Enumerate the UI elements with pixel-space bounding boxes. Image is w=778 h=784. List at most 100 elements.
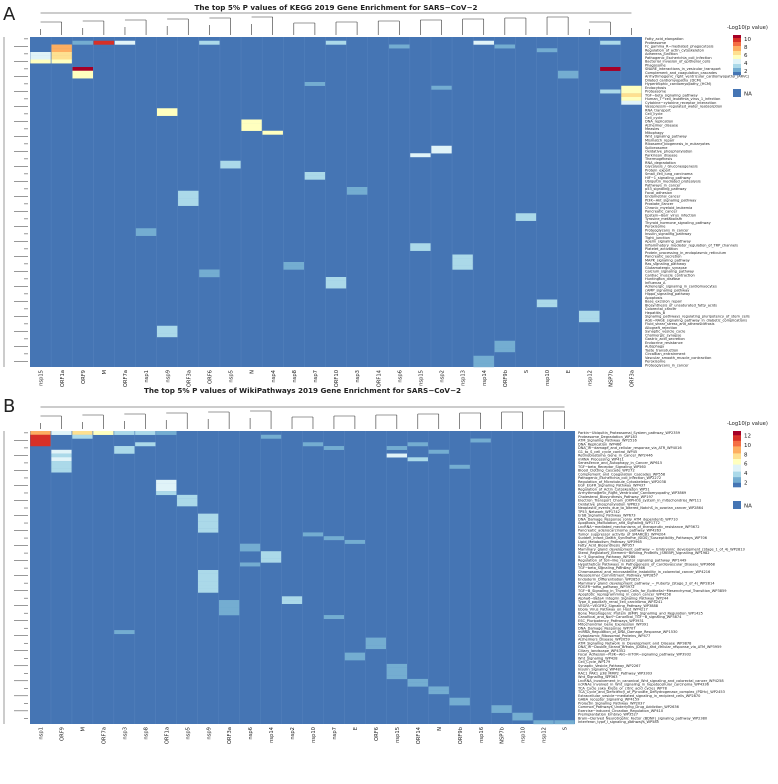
column-label: S [563,727,569,730]
row-label: Mesodermal_Commitment_Pathway_WP2857 [578,574,658,578]
legend-gradient-step [733,52,741,54]
row-label: TGF−beta_Receptor_Signaling_WP560 [577,465,647,469]
row-label: DNA_IR−Double_Strand_Breaks_(DSBs)_and_c… [578,645,722,649]
heatmap-cell [344,652,366,657]
row-label: TP53_Network_WP1742 [577,510,620,514]
legend-gradient-step [733,466,741,468]
row-labels: Parkin−Ubiquitin_Proteasomal_System_path… [577,431,745,724]
legend-tick: 8 [744,452,748,458]
row-label: Alpha6−Beta4_Integrin_Signaling_Pathway_… [578,596,669,600]
legend-gradient-step [733,475,741,478]
heatmap-cell [156,329,178,334]
heatmap-cell [199,40,220,45]
heatmap-cell [452,265,473,270]
row-label: ATM_Signaling_Network_in_Development_and… [578,641,692,645]
row-label: Sterol_Regulatory_Element−Binding_Protei… [578,551,710,555]
heatmap-cell [178,194,199,199]
heatmap-cell [93,37,115,41]
row-label: Arrhythmogenic_right_ventricular_cardiom… [645,75,750,79]
row-label: TCA_Cycle_and_Deficiency_of_Pyruvate_Deh… [577,690,725,694]
row-label: Oxidative_phosphorylation_WP623 [578,502,640,506]
column-label: NSP7b [608,369,614,387]
heatmap-cell [51,52,72,56]
heatmap-cell [156,333,178,338]
row-label: Electron_Transport_Chain_(OXPHOS_system_… [578,499,701,503]
row-label: Protein_export [645,168,671,172]
row-label: Prolactin_Signaling_Pathway_WP2037 [578,701,645,705]
heatmap-cell [262,130,283,135]
row-label: Vasopressin−regulated_water_reabsorption [645,105,722,109]
panel-b: B The top 5% P values of WikiPathways 201… [3,386,768,744]
column-label: nsp2 [440,370,446,383]
row-label: Glycolysis_/_Gluconeogenesis [645,165,698,169]
row-label: Lipid_Metabolism_Pathway_WP3965 [578,540,642,544]
row-label: EGF_EGFR_Signaling_Pathway_WP437 [578,484,645,488]
heatmap-cell [515,217,537,221]
row-label: Platelet_activation [645,247,678,251]
heatmap-cell [93,48,115,53]
row-label: Wnt_Signaling_WP363 [578,675,618,679]
column-label: ORF6 [207,370,213,384]
heatmap-cell [93,431,114,435]
chart-title: The top 5% P values of KEGG 2019 Gene En… [194,3,477,12]
heatmap-cell [178,190,199,195]
heatmap-cell [473,355,494,360]
row-label: DNA_IR−damage_and_cellular_response_via_… [578,446,682,450]
legend-gradient-step [733,44,741,46]
column-label: ORF1a [164,727,170,744]
heatmap-cell [557,74,579,79]
column-label: nsp13 [461,370,467,386]
row-label: Tumor_suppressor_activity_of_SMARCB1_WP4… [577,532,666,536]
row-label: Cholinergic_synapse [645,333,681,337]
heatmap-cell [386,671,408,676]
heatmap-cell [473,359,494,364]
row-label: Tyrosine_metabolism [644,217,683,221]
legend-gradient-step [733,464,741,467]
heatmap-cell [325,40,347,45]
legend-gradient-step [733,40,741,42]
legend-gradient-step [733,482,741,485]
legend-tick: 4 [744,471,748,477]
legend-gradient-step [733,71,741,73]
row-label: Protein_processing_in_endoplasmic_reticu… [645,251,727,255]
heatmap-cell [156,479,177,484]
legend-gradient-step [733,474,741,477]
row-label: SNARE_interactions_in_vesicular_transpor… [645,67,721,71]
legend-gradient-step [733,64,741,66]
column-label: ORF6 [374,727,380,741]
column-label: ORF7a [101,727,107,744]
legend-gradient-step [733,439,741,442]
heatmap-cell [621,93,642,98]
legend-gradient-step [733,62,741,64]
column-label: nsp6 [248,727,254,740]
heatmap-cell [177,494,198,499]
legend-gradient-step [733,438,741,440]
row-label: Focal_Adhesion−PI3K−Akt−mTOR−signaling_p… [578,653,691,657]
legend-gradient-step [733,461,741,464]
heatmap-cell [281,600,303,604]
row-label: Alzheimer_disease [645,123,678,127]
legend-tick: 6 [744,53,748,59]
row-label: Apoptotic_reprogramming_in_colon_cancer_… [578,593,672,597]
heatmap-cell [407,678,428,683]
heatmap-cell [600,67,621,71]
row-label: DNA_replication [645,120,673,124]
heatmap-cell [156,491,177,496]
heatmap-cell [600,89,621,94]
heatmap-cell [536,299,558,304]
row-label: Proteasome [645,90,666,94]
row-label: Complement_and_coagulation_cascades [645,71,717,75]
legend-gradient-step [733,43,741,45]
row-label: Fatty_acid_elongation [645,37,683,41]
heatmap-cell [407,682,428,687]
row-label: Fluid_shear_stress_and_atherosclerosis [645,322,715,326]
heatmap-cell [72,67,94,71]
legend-gradient-step [733,58,741,60]
heatmap-cell [135,232,157,236]
row-label: Cell_Cycle_WP179 [578,660,610,664]
row-label: Spliceosome [645,146,667,150]
row-label: Regulation_of_Microtubule_Cytoskeleton_W… [578,480,667,484]
row-label: Ubiquitin_mediated_proteolysis [645,180,701,184]
row-label: Gastric_acid_secretion [645,337,685,341]
row-label: Regulation_of_toll−like_receptor_signali… [578,559,686,563]
